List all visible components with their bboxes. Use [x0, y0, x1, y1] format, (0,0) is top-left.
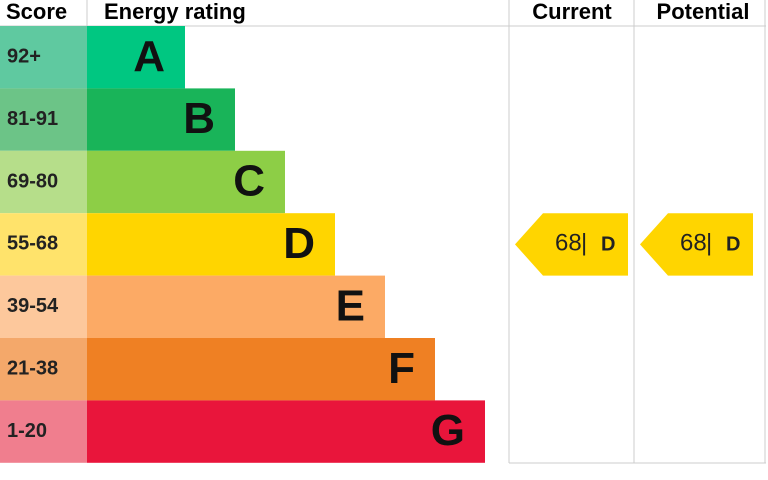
score-cell [0, 213, 87, 276]
rating-pointer [515, 213, 628, 276]
rating-bar [87, 400, 485, 463]
band-letter: E [336, 281, 365, 330]
rating-value: 68 [555, 230, 582, 257]
score-label: 39-54 [7, 295, 59, 317]
band-letter: B [183, 94, 215, 143]
header-rating: Energy rating [104, 0, 246, 24]
score-cell [0, 275, 87, 338]
rating-bar [87, 88, 235, 151]
rating-separator: | [706, 230, 712, 257]
rating-pointer [640, 213, 753, 276]
header-score: Score [6, 0, 67, 24]
band-letter: D [283, 219, 315, 268]
score-cell [0, 26, 87, 89]
rating-bar [87, 150, 285, 214]
score-cell [0, 150, 87, 214]
score-label: 21-38 [7, 357, 58, 379]
score-label: 69-80 [7, 170, 58, 192]
rating-band: D [601, 234, 615, 256]
score-cell [0, 88, 87, 151]
score-label: 1-20 [7, 420, 47, 442]
score-cell [0, 338, 87, 401]
band-letter: A [133, 32, 165, 81]
header-potential: Potential [657, 0, 750, 24]
header-current: Current [532, 0, 612, 24]
rating-bar [87, 213, 335, 276]
band-letter: C [233, 157, 265, 206]
score-label: 92+ [7, 45, 41, 67]
rating-band: D [726, 234, 740, 256]
score-label: 81-91 [7, 108, 58, 130]
rating-bar [87, 275, 385, 338]
score-label: 55-68 [7, 233, 58, 255]
band-letter: F [388, 344, 415, 393]
score-cell [0, 400, 87, 463]
rating-bar [87, 26, 185, 89]
rating-bar [87, 338, 435, 401]
rating-value: 68 [680, 230, 707, 257]
rating-separator: | [581, 230, 587, 257]
band-letter: G [431, 406, 465, 455]
